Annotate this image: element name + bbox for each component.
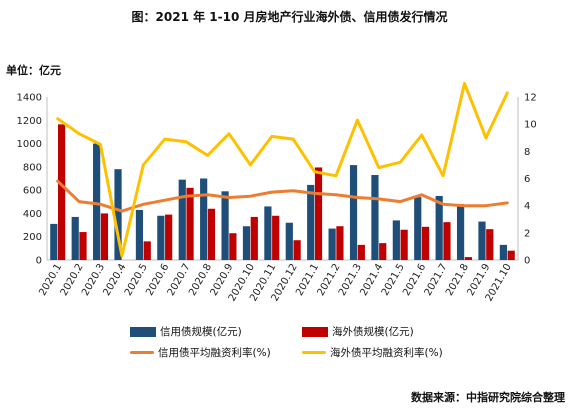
bar-credit-bond [499,244,507,260]
bar-overseas-bond [165,214,173,260]
legend-item-credit-bond: 信用债规模(亿元) [130,324,302,339]
unit-label: 单位：亿元 [6,64,61,77]
bar-overseas-bond [293,240,301,260]
bar-overseas-bond [143,241,151,260]
bar-credit-bond [264,206,272,260]
legend-label-credit-rate: 信用债平均融资利率(%) [158,347,271,359]
bar-credit-bond [178,179,186,260]
bar-overseas-bond [443,222,451,260]
legend-item-overseas-bond: 海外债规模(亿元) [302,324,474,339]
y-left-tick-label: 1000 [17,139,42,150]
bar-overseas-bond [272,215,280,260]
legend-label-credit-bond: 信用债规模(亿元) [160,326,242,338]
y-right-tick-label: 8 [524,147,530,158]
chart-legend: 信用债规模(亿元) 海外债规模(亿元) 信用债平均融资利率(%) 海外债平均融资… [130,321,490,363]
bar-credit-bond [221,191,229,260]
bar-overseas-bond [486,229,494,260]
bar-overseas-bond [250,216,258,260]
y-left-tick-label: 800 [23,162,42,173]
legend-swatch-credit-bond [130,326,156,337]
bar-credit-bond [414,197,422,260]
bar-overseas-bond [100,213,109,260]
bar-credit-bond [71,216,79,260]
y-left-tick-label: 0 [36,256,42,267]
y-right-tick-label: 10 [524,120,537,131]
bar-credit-bond [285,222,293,260]
y-right-tick-label: 12 [524,93,537,104]
legend-item-credit-rate: 信用债平均融资利率(%) [130,345,302,360]
bar-credit-bond [307,184,315,260]
y-left-tick-label: 1200 [17,116,42,127]
bar-credit-bond [435,195,443,260]
bar-credit-bond [135,209,144,260]
bar-overseas-bond [464,257,472,260]
bar-credit-bond [157,215,165,260]
y-right-tick-label: 4 [524,201,530,212]
legend-swatch-overseas-rate [302,351,326,354]
bar-overseas-bond [186,187,194,260]
source-note: 数据来源：中指研究院综合整理 [411,391,565,404]
bar-overseas-bond [357,244,365,260]
bar-overseas-bond [79,232,87,260]
bar-overseas-bond [58,124,66,260]
y-right-tick-label: 6 [524,174,530,185]
bar-credit-bond [456,204,465,260]
y-right-tick-label: 2 [524,228,530,239]
y-left-tick-label: 600 [23,186,42,197]
bar-overseas-bond [314,167,323,260]
bar-credit-bond [392,220,400,260]
chart-title: 图：2021 年 1-10 月房地产行业海外债、信用债发行情况 [131,10,448,24]
legend-swatch-overseas-bond [302,326,328,337]
bar-credit-bond [328,228,336,260]
bar-credit-bond [50,223,58,260]
legend-item-overseas-rate: 海外债平均融资利率(%) [302,345,474,360]
bar-overseas-bond [207,208,216,260]
bar-overseas-bond [336,226,344,260]
y-left-tick-label: 200 [23,232,42,243]
bar-credit-bond [242,226,251,260]
legend-label-overseas-rate: 海外债平均融资利率(%) [330,347,443,359]
legend-label-overseas-bond: 海外债规模(亿元) [332,326,414,338]
bar-credit-bond [114,169,122,260]
legend-swatch-credit-rate [130,351,154,354]
bar-overseas-bond [379,243,387,260]
bar-credit-bond [371,175,379,260]
bar-credit-bond [478,221,486,260]
bar-credit-bond [93,143,101,260]
line-overseas-rate [56,81,509,258]
bar-overseas-bond [400,229,408,260]
bar-overseas-bond [421,226,430,260]
bar-credit-bond [349,165,358,260]
bar-overseas-bond [229,233,237,260]
bar-credit-bond [200,178,208,260]
bar-overseas-bond [507,250,515,260]
y-left-tick-label: 400 [23,209,42,220]
y-right-tick-label: 0 [524,256,530,267]
y-left-tick-label: 1400 [17,93,42,104]
